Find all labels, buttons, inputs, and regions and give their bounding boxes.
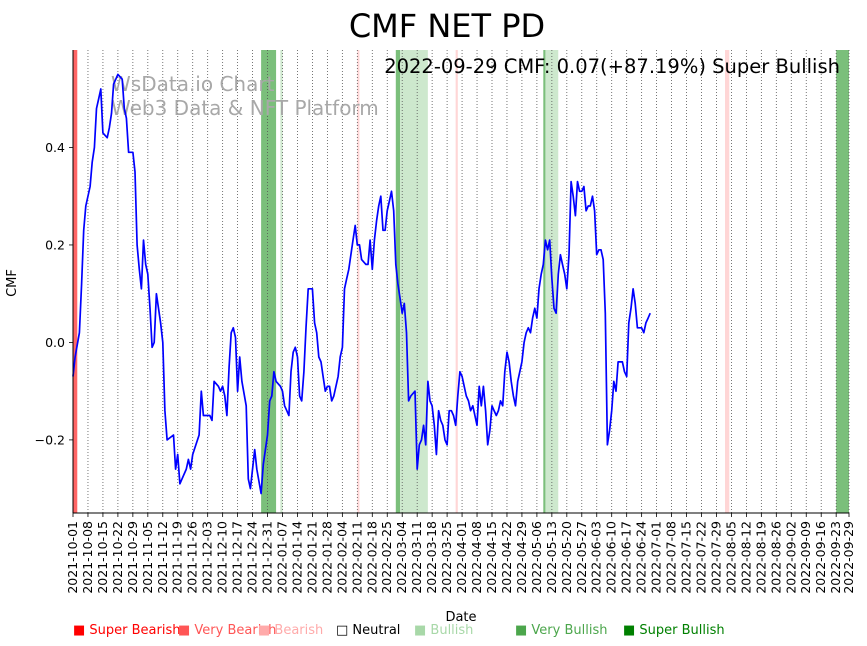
x-tick-label: 2021-12-24 [245, 521, 260, 594]
signal-bands [73, 50, 849, 513]
x-tick-label: 2022-03-25 [439, 521, 454, 594]
x-tick-label: 2022-02-25 [379, 521, 394, 594]
x-tick-label: 2022-03-11 [409, 521, 424, 594]
band-bearish [357, 50, 360, 513]
watermark-line-2: Web3 Data & NFT Platform [111, 96, 379, 120]
x-tick-label: 2022-09-29 [841, 521, 856, 594]
x-tick-label: 2021-12-03 [200, 521, 215, 594]
x-tick-label: 2021-11-12 [155, 521, 170, 594]
x-tick-label: 2021-12-31 [260, 521, 275, 594]
x-tick-label: 2021-11-05 [140, 521, 155, 594]
x-tick-label: 2022-07-01 [649, 521, 664, 594]
band-very-bullish [543, 50, 546, 513]
y-tick-label: −0.2 [35, 432, 65, 447]
x-tick-label: 2021-10-22 [110, 521, 125, 594]
x-tick-label: 2021-12-17 [230, 521, 245, 594]
x-tick-label: 2022-02-11 [349, 521, 364, 594]
y-tick-label: 0.4 [45, 140, 65, 155]
legend-item-very-bearish: ■ Very Bearish [178, 623, 276, 638]
x-axis-label: Date [445, 610, 476, 625]
x-tick-label: 2022-05-13 [544, 521, 559, 594]
legend-item-very-bullish: ■ Very Bullish [515, 623, 607, 638]
y-axis-ticks: −0.2 0.0 0.2 0.4 [35, 140, 73, 447]
x-tick-label: 2021-12-10 [215, 521, 230, 594]
x-tick-label: 2022-06-24 [634, 521, 649, 594]
x-tick-label: 2022-05-27 [574, 521, 589, 594]
y-tick-label: 0.2 [45, 237, 65, 252]
watermark: WsData.io Chart Web3 Data & NFT Platform [111, 72, 379, 120]
cmf-series [72, 73, 651, 495]
x-tick-label: 2022-09-02 [783, 521, 798, 594]
vertical-gridlines [72, 50, 850, 513]
latest-value-annotation: 2022-09-29 CMF: 0.07(+87.19%) Super Bull… [384, 55, 840, 78]
band-bullish [400, 50, 428, 513]
x-tick-label: 2021-10-01 [65, 521, 80, 594]
x-tick-label: 2022-01-21 [304, 521, 319, 594]
legend-item-super-bearish: ■ Super Bearish [73, 623, 181, 638]
band-bullish [280, 50, 283, 513]
chart-title: CMF NET PD [349, 7, 545, 45]
x-tick-label: 2022-06-10 [604, 521, 619, 594]
x-tick-label: 2022-09-23 [828, 521, 843, 594]
x-tick-label: 2022-07-15 [679, 521, 694, 594]
axes [72, 50, 849, 514]
x-tick-label: 2022-01-28 [319, 521, 334, 594]
x-tick-label: 2022-08-12 [738, 521, 753, 594]
x-tick-label: 2022-05-06 [529, 521, 544, 594]
x-tick-label: 2022-02-18 [364, 521, 379, 594]
x-tick-label: 2022-07-29 [708, 521, 723, 594]
x-axis-ticks: 2021-10-01 2021-10-08 2021-10-15 2021-10-22… [65, 513, 856, 594]
x-tick-label: 2022-02-04 [334, 521, 349, 594]
x-tick-label: 2021-10-15 [95, 521, 110, 594]
x-tick-label: 2022-04-29 [514, 521, 529, 594]
band-bearish [455, 50, 458, 513]
watermark-line-1: WsData.io Chart [111, 72, 275, 96]
x-tick-label: 2022-08-26 [768, 521, 783, 594]
x-tick-label: 2022-01-07 [274, 521, 289, 594]
x-tick-label: 2022-03-04 [394, 521, 409, 594]
x-tick-label: 2021-11-19 [170, 521, 185, 594]
x-tick-label: 2022-08-05 [723, 521, 738, 594]
x-tick-label: 2022-06-03 [589, 521, 604, 594]
y-tick-label: 0.0 [45, 335, 65, 350]
band-bearish [725, 50, 730, 513]
x-tick-label: 2022-03-18 [424, 521, 439, 594]
x-tick-label: 2021-10-29 [125, 521, 140, 594]
x-tick-label: 2022-08-19 [753, 521, 768, 594]
y-axis-label: CMF [5, 269, 20, 297]
legend-item-neutral: □ Neutral [336, 623, 400, 638]
x-tick-label: 2021-10-08 [80, 521, 95, 594]
x-tick-label: 2022-06-17 [619, 521, 634, 594]
x-tick-label: 2022-09-16 [813, 521, 828, 594]
legend-item-bearish: ■ Bearish [258, 623, 323, 638]
x-tick-label: 2022-07-22 [693, 521, 708, 594]
legend-item-bullish: ■ Bullish [414, 623, 473, 638]
legend-item-super-bullish: ■ Super Bullish [623, 623, 725, 638]
x-tick-label: 2022-04-22 [499, 521, 514, 594]
x-tick-label: 2022-09-09 [798, 521, 813, 594]
cmf-line [72, 73, 651, 495]
x-tick-label: 2021-11-26 [185, 521, 200, 594]
x-tick-label: 2022-01-14 [289, 521, 304, 594]
x-tick-label: 2022-04-15 [484, 521, 499, 594]
band-very-bullish [836, 50, 849, 513]
x-tick-label: 2022-04-01 [454, 521, 469, 594]
x-tick-label: 2022-07-08 [664, 521, 679, 594]
x-tick-label: 2022-04-08 [469, 521, 484, 594]
band-super-bearish [73, 50, 78, 513]
x-tick-label: 2022-05-20 [559, 521, 574, 594]
band-very-bullish [261, 50, 277, 513]
legend: ■ Super Bearish■ Very Bearish■ Bearish □ … [73, 623, 725, 638]
